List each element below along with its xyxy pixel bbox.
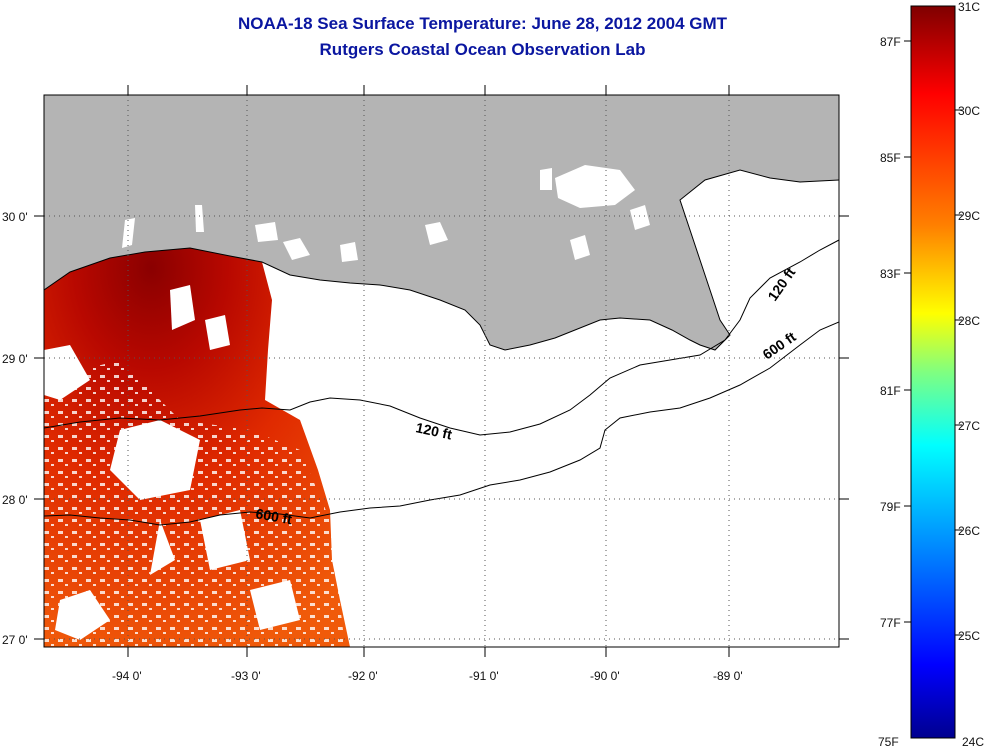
cb-label-28c: 28C [958,314,980,328]
cb-label-75f: 75F [878,735,899,749]
contour-label-120ft-a: 120 ft [414,419,453,442]
cb-label-87f: 87F [880,35,901,49]
lon-label-89: -89 0' [713,669,743,683]
colorbar [910,5,956,739]
lon-label-91: -91 0' [469,669,499,683]
lon-label-93: -93 0' [231,669,261,683]
cb-label-81f: 81F [880,384,901,398]
inland-water [122,165,735,262]
cb-label-26c: 26C [958,524,980,538]
no-data-patches [44,285,300,640]
graticule [44,95,839,647]
cb-label-83f: 83F [880,267,901,281]
contour-600ft [44,321,839,526]
cb-label-25c: 25C [958,629,980,643]
lon-label-94: -94 0' [112,669,142,683]
lat-label-29: 29 0' [2,352,28,366]
cb-label-30c: 30C [958,104,980,118]
cb-label-85f: 85F [880,151,901,165]
colorbar-ticks [904,40,962,636]
land-area [44,95,839,350]
map-subtitle: Rutgers Coastal Ocean Observation Lab [319,40,646,59]
lon-label-92: -92 0' [348,669,378,683]
lat-label-30: 30 0' [2,210,28,224]
map-title: NOAA-18 Sea Surface Temperature: June 28… [237,14,728,33]
cb-label-27c: 27C [958,419,980,433]
cb-label-31c: 31C [958,0,980,14]
cb-label-24c: 24C [962,735,984,749]
cb-label-77f: 77F [880,616,901,630]
cb-label-29c: 29C [958,209,980,223]
lat-label-27: 27 0' [2,633,28,647]
contour-label-600ft-a: 600 ft [254,505,293,527]
axis-ticks [34,85,849,657]
cb-label-79f: 79F [880,500,901,514]
lat-label-28: 28 0' [2,493,28,507]
contour-120ft [44,239,839,436]
lon-label-90: -90 0' [590,669,620,683]
